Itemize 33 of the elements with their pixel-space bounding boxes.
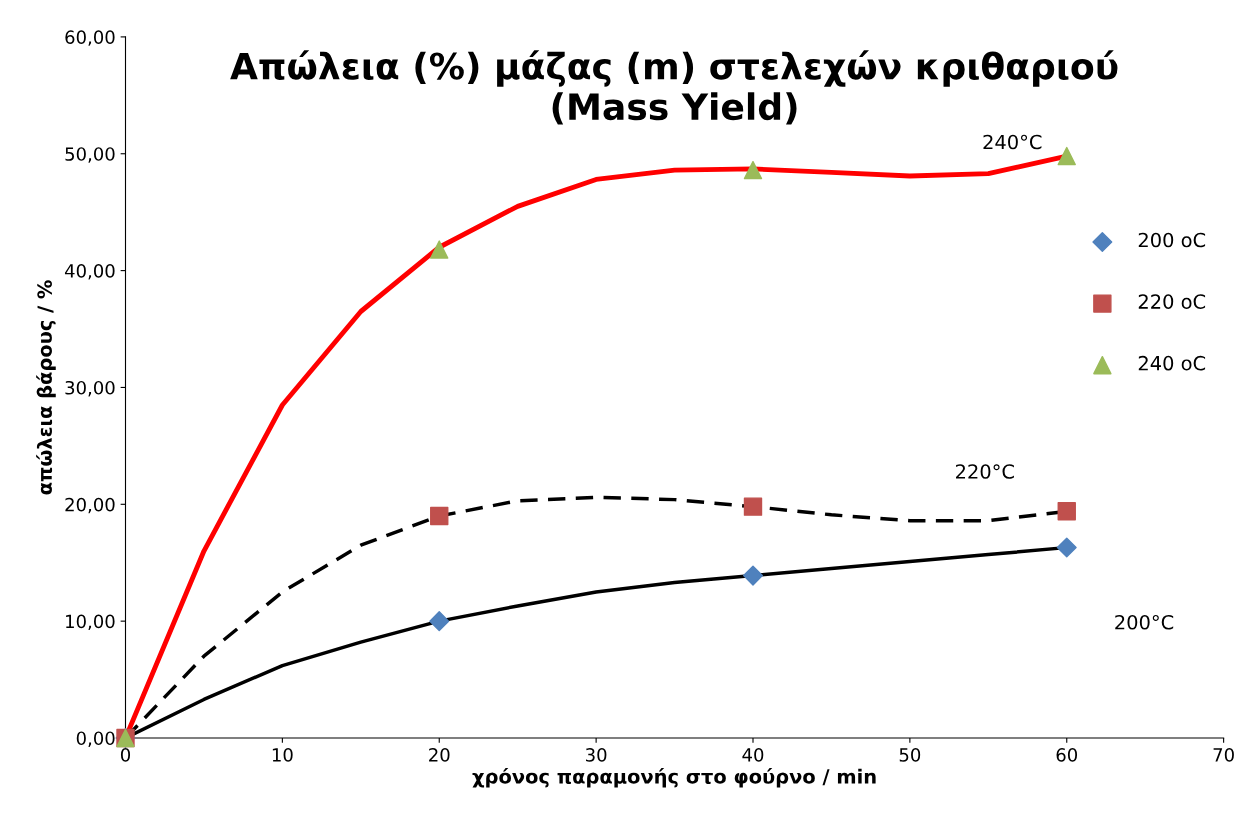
- y-tick-label: 40,00: [64, 264, 115, 280]
- point: [1057, 502, 1076, 521]
- y-tick-label: 10,00: [66, 614, 115, 631]
- point: [742, 565, 764, 586]
- y-axis-title: απώλεια βάρους / %: [36, 280, 56, 495]
- x-tick-label: 50: [899, 748, 921, 762]
- x-tick-label: 0: [120, 748, 131, 762]
- y-tick-label: 0,00: [76, 731, 115, 747]
- annotation: 220°C: [956, 464, 1014, 479]
- legend-label: 200 oC: [1138, 232, 1206, 248]
- point: [429, 611, 450, 632]
- x-tick-label: 70: [1213, 748, 1234, 762]
- point: [1056, 537, 1077, 558]
- x-tick-label: 30: [586, 748, 607, 762]
- y-tick-label: 30,00: [65, 380, 115, 397]
- point: [430, 506, 449, 526]
- point: [430, 240, 449, 259]
- text: Απώλεια (%) μάζας (m) στελεχών κριθαριού (Mass Yield): [230, 50, 1118, 125]
- annotation: 240°C: [983, 134, 1042, 150]
- x-tick-label: 40: [742, 748, 764, 762]
- annotation: 200°C: [1115, 614, 1174, 630]
- x-tick-label: 10: [272, 748, 293, 762]
- y-tick-label: 60,00: [65, 30, 115, 46]
- x-axis-title: χρόνος παραμονής στο φούρνο / min: [472, 767, 876, 788]
- point: [743, 160, 763, 180]
- y-tick-label: 50,00: [65, 147, 115, 163]
- point: [743, 497, 763, 516]
- legend-label: 240 oC: [1138, 355, 1206, 371]
- legend-label: 220 oC: [1138, 294, 1206, 309]
- y-tick-label: 20,00: [65, 497, 115, 514]
- x-tick-label: 20: [429, 748, 450, 762]
- point: [1057, 146, 1076, 166]
- x-tick-label: 60: [1056, 748, 1078, 762]
